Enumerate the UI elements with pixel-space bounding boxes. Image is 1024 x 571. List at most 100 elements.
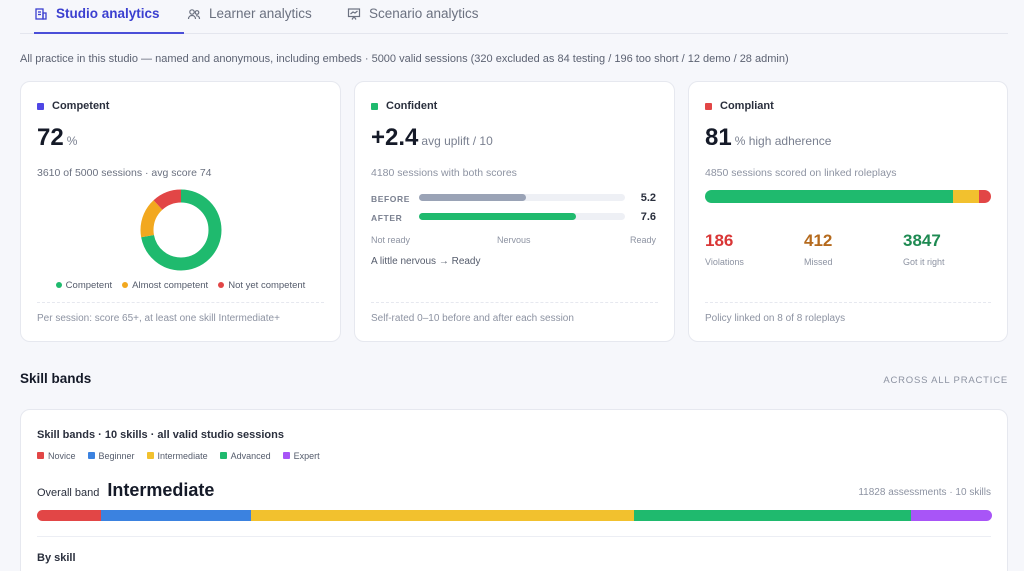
band-segment-expert bbox=[910, 510, 992, 521]
before-bar-track bbox=[419, 194, 625, 201]
band-legend-item: Novice bbox=[37, 451, 76, 461]
legend-label: Not yet competent bbox=[228, 280, 306, 291]
compliant-card: Compliant 81% high adherence 4850 sessio… bbox=[688, 81, 1008, 342]
overall-band-row: Overall band Intermediate bbox=[37, 480, 214, 501]
band-segment-intermediate bbox=[250, 510, 634, 521]
analytics-tabs: Studio analytics Learner analytics Scena… bbox=[20, 0, 1008, 34]
band-legend-label: Beginner bbox=[98, 451, 135, 461]
violations-stat: 186 Violations bbox=[705, 231, 744, 267]
competent-value: 72 bbox=[37, 124, 64, 151]
adherence-stacked-bar bbox=[705, 190, 991, 203]
got-it-right-stat: 3847 Got it right bbox=[903, 231, 945, 267]
band-legend-swatch bbox=[37, 452, 44, 459]
band-legend-item: Beginner bbox=[87, 451, 135, 461]
band-segment-beginner bbox=[100, 510, 251, 521]
after-label: AFTER bbox=[371, 213, 403, 223]
overall-band-label: Overall band bbox=[37, 487, 100, 499]
skill-bands-card: Skill bands · 10 skills · all valid stud… bbox=[20, 409, 1008, 571]
competent-value-row: 72% bbox=[37, 124, 77, 152]
confident-sub: 4180 sessions with both scores bbox=[371, 167, 517, 179]
competent-marker bbox=[37, 102, 44, 110]
tab-label: Studio analytics bbox=[56, 6, 160, 21]
overall-band-value: Intermediate bbox=[107, 480, 215, 500]
tab-label: Learner analytics bbox=[209, 6, 312, 21]
before-label: BEFORE bbox=[371, 194, 411, 204]
card-title: Confident bbox=[371, 100, 437, 112]
compliant-marker bbox=[705, 102, 712, 110]
legend-item: Almost competent bbox=[122, 280, 208, 291]
tab-label: Scenario analytics bbox=[369, 6, 479, 21]
confident-footer: Self-rated 0–10 before and after each se… bbox=[371, 302, 658, 324]
adherence-segment bbox=[952, 190, 980, 203]
after-bar-track bbox=[419, 213, 625, 220]
after-bar-fill bbox=[419, 213, 576, 220]
legend-dot bbox=[218, 282, 225, 288]
tab-studio-analytics[interactable]: Studio analytics bbox=[34, 6, 184, 34]
legend-item: Competent bbox=[55, 280, 113, 291]
band-segment-novice bbox=[37, 510, 101, 521]
band-legend-label: Expert bbox=[293, 451, 320, 461]
competent-unit: % bbox=[66, 134, 78, 148]
compliant-value-row: 81% high adherence bbox=[705, 124, 831, 152]
band-legend-label: Novice bbox=[48, 451, 76, 461]
band-legend-swatch bbox=[282, 452, 290, 459]
competent-footer: Per session: score 65+, at least one ski… bbox=[37, 302, 324, 324]
band-segment-advanced bbox=[633, 510, 911, 521]
skill-band-legend: Novice Beginner Intermediate Advanced Expert bbox=[37, 451, 320, 461]
scale-mid: Nervous bbox=[497, 235, 531, 245]
donut-slice-almost-competent bbox=[140, 189, 222, 271]
divider bbox=[37, 536, 991, 537]
confident-title: Confident bbox=[386, 100, 438, 112]
section-title: Skill bands bbox=[20, 371, 92, 386]
card-title: Competent bbox=[37, 100, 109, 112]
compliant-value: 81 bbox=[705, 124, 732, 151]
band-legend-swatch bbox=[146, 452, 154, 459]
tab-scenario-analytics[interactable]: Scenario analytics bbox=[347, 6, 479, 34]
competent-sub: 3610 of 5000 sessions · avg score 74 bbox=[37, 167, 212, 179]
legend-label: Competent bbox=[65, 280, 113, 291]
band-legend-item: Intermediate bbox=[146, 451, 208, 461]
after-value: 7.6 bbox=[640, 211, 656, 223]
users-icon bbox=[187, 9, 201, 20]
band-legend-label: Intermediate bbox=[157, 451, 208, 461]
tab-learner-analytics[interactable]: Learner analytics bbox=[187, 6, 312, 34]
by-skill-heading: By skill bbox=[37, 552, 76, 564]
confident-card: Confident +2.4 avg uplift / 10 4180 sessi… bbox=[354, 81, 675, 342]
got-it-right-label: Got it right bbox=[903, 257, 945, 267]
confidence-shift-note: A little nervous → Ready bbox=[371, 256, 481, 267]
band-legend-label: Advanced bbox=[230, 451, 271, 461]
building-icon bbox=[35, 8, 47, 20]
section-scope-label: ACROSS ALL PRACTICE bbox=[883, 375, 1008, 386]
scale-left: Not ready bbox=[371, 235, 411, 245]
donut-legend: Competent Almost competent Not yet compete… bbox=[21, 280, 340, 291]
assessments-count: 11828 assessments · 10 skills bbox=[858, 487, 991, 498]
overall-band-bar bbox=[37, 510, 992, 521]
confident-value: +2.4 bbox=[371, 124, 419, 151]
scale-right: Ready bbox=[629, 235, 656, 245]
before-value: 5.2 bbox=[640, 192, 656, 204]
legend-item: Not yet competent bbox=[218, 280, 305, 291]
violations-label: Violations bbox=[705, 257, 744, 267]
legend-label: Almost competent bbox=[132, 280, 209, 291]
band-legend-swatch bbox=[219, 452, 227, 459]
adherence-segment bbox=[979, 190, 991, 203]
band-legend-item: Advanced bbox=[219, 451, 271, 461]
before-bar-fill bbox=[419, 194, 527, 201]
sessions-summary: All practice in this studio — named and … bbox=[20, 53, 789, 65]
violations-count: 186 bbox=[705, 231, 734, 250]
missed-stat: 412 Missed bbox=[804, 231, 833, 267]
presentation-icon bbox=[347, 8, 361, 20]
legend-dot bbox=[55, 282, 62, 288]
got-it-right-count: 3847 bbox=[903, 231, 941, 250]
card-title: Compliant bbox=[705, 100, 774, 112]
compliant-sub: 4850 sessions scored on linked roleplays bbox=[705, 167, 897, 179]
compliant-unit: % high adherence bbox=[734, 134, 832, 148]
competent-title: Competent bbox=[52, 100, 110, 112]
band-legend-item: Expert bbox=[282, 451, 320, 461]
legend-dot bbox=[122, 282, 129, 288]
competent-card: Competent 72% 3610 of 5000 sessions · av… bbox=[20, 81, 341, 342]
confident-unit: avg uplift / 10 bbox=[421, 134, 493, 148]
adherence-segment bbox=[705, 190, 953, 203]
confident-value-row: +2.4 avg uplift / 10 bbox=[371, 124, 493, 152]
missed-label: Missed bbox=[804, 257, 833, 267]
